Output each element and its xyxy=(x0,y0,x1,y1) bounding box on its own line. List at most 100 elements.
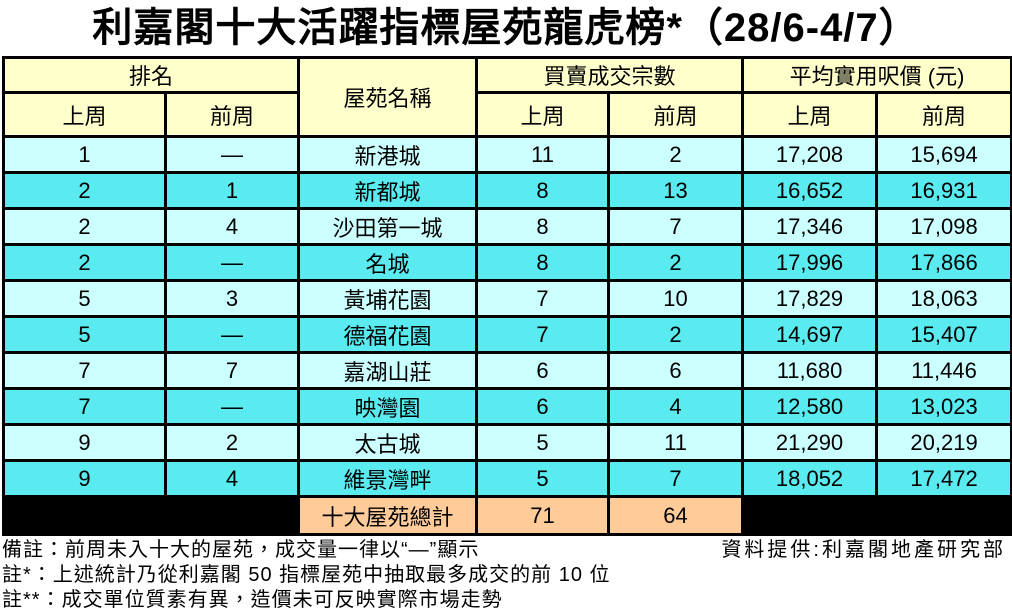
price-prev: 20,219 xyxy=(875,423,1012,462)
header-price-prev-week: 前周 xyxy=(875,91,1012,138)
rank-prev: — xyxy=(163,243,301,282)
table-row: 7 — 映灣園 6 4 12,580 13,023 xyxy=(2,387,1012,426)
ranking-table: 排名 屋苑名稱 買賣成交宗數 平均實用呎價 (元) 上周 前周 上周 前周 上周… xyxy=(1,56,1012,536)
price-last: 14,697 xyxy=(741,315,879,354)
price-prev: 16,931 xyxy=(875,171,1012,210)
header-rank: 排名 xyxy=(1,56,301,94)
rank-last: 5 xyxy=(2,279,167,318)
table-row: 2 — 名城 8 2 17,996 17,866 xyxy=(2,243,1012,282)
price-last: 12,580 xyxy=(741,387,879,426)
estate-name: 太古城 xyxy=(297,423,479,462)
remark-note: 備註：前周未入十大的屋苑，成交量一律以“—”顯示 xyxy=(2,539,480,561)
rank-prev: 7 xyxy=(163,351,301,390)
header-rank-last-week: 上周 xyxy=(2,91,167,138)
tx-prev: 4 xyxy=(607,387,745,426)
tx-last: 11 xyxy=(475,135,611,174)
table-row: 5 3 黃埔花園 7 10 17,829 18,063 xyxy=(2,279,1012,318)
price-last: 18,052 xyxy=(741,459,879,498)
table-header: 排名 屋苑名稱 買賣成交宗數 平均實用呎價 (元) 上周 前周 上周 前周 上周… xyxy=(1,56,1012,138)
price-last: 17,346 xyxy=(741,207,879,246)
header-avg-price: 平均實用呎價 (元) xyxy=(741,56,1012,94)
estate-name: 維景灣畔 xyxy=(297,459,479,498)
tx-last: 8 xyxy=(475,171,611,210)
rank-prev: 4 xyxy=(163,459,301,498)
price-last: 11,680 xyxy=(741,351,879,390)
table-row: 2 4 沙田第一城 8 7 17,346 17,098 xyxy=(2,207,1012,246)
header-estate-name: 屋苑名稱 xyxy=(297,56,479,138)
rank-prev: 4 xyxy=(163,207,301,246)
rank-prev: 1 xyxy=(163,171,301,210)
tx-prev: 13 xyxy=(607,171,745,210)
price-prev: 15,694 xyxy=(875,135,1012,174)
tx-prev: 10 xyxy=(607,279,745,318)
rank-prev: 2 xyxy=(163,423,301,462)
tx-last: 8 xyxy=(475,207,611,246)
rank-last: 2 xyxy=(2,171,167,210)
note-double-star: 註**：成交單位質素有異，造價未可反映實際市場走勢 xyxy=(2,589,503,611)
table-row: 1 — 新港城 11 2 17,208 15,694 xyxy=(2,135,1012,174)
tx-last: 8 xyxy=(475,243,611,282)
rank-last: 9 xyxy=(2,459,167,498)
price-prev: 17,866 xyxy=(875,243,1012,282)
header-transactions: 買賣成交宗數 xyxy=(475,56,745,94)
price-prev: 11,446 xyxy=(875,351,1012,390)
price-prev: 17,098 xyxy=(875,207,1012,246)
rank-prev: — xyxy=(163,387,301,426)
price-last: 17,829 xyxy=(741,279,879,318)
table-row: 7 7 嘉湖山莊 6 6 11,680 11,446 xyxy=(2,351,1012,390)
estate-name: 黃埔花園 xyxy=(297,279,479,318)
estate-name: 新都城 xyxy=(297,171,479,210)
price-prev: 17,472 xyxy=(875,459,1012,498)
tx-prev: 7 xyxy=(607,459,745,498)
rank-last: 7 xyxy=(2,351,167,390)
table-row: 5 — 德福花園 7 2 14,697 15,407 xyxy=(2,315,1012,354)
estate-name: 德福花園 xyxy=(297,315,479,354)
total-filler-left xyxy=(1,495,301,536)
tx-last: 7 xyxy=(475,279,611,318)
header-tx-last-week: 上周 xyxy=(475,91,611,138)
table-total-row: 十大屋苑總計 71 64 xyxy=(1,495,1012,536)
total-tx-last: 71 xyxy=(475,495,611,536)
estate-name: 名城 xyxy=(297,243,479,282)
rank-last: 9 xyxy=(2,423,167,462)
price-last: 17,208 xyxy=(741,135,879,174)
header-tx-prev-week: 前周 xyxy=(607,91,745,138)
rank-prev: — xyxy=(163,135,301,174)
total-label: 十大屋苑總計 xyxy=(297,495,479,536)
total-tx-prev: 64 xyxy=(607,495,745,536)
tx-prev: 2 xyxy=(607,243,745,282)
table-row: 2 1 新都城 8 13 16,652 16,931 xyxy=(2,171,1012,210)
header-rank-prev-week: 前周 xyxy=(163,91,301,138)
page-title: 利嘉閣十大活躍指標屋苑龍虎榜*（28/6-4/7） xyxy=(92,6,920,50)
rank-prev: 3 xyxy=(163,279,301,318)
header-price-last-week: 上周 xyxy=(741,91,879,138)
tx-prev: 2 xyxy=(607,315,745,354)
total-filler-right xyxy=(741,495,1012,536)
rank-last: 2 xyxy=(2,243,167,282)
price-last: 17,996 xyxy=(741,243,879,282)
table-row: 9 2 太古城 5 11 21,290 20,219 xyxy=(2,423,1012,462)
price-prev: 15,407 xyxy=(875,315,1012,354)
tx-last: 7 xyxy=(475,315,611,354)
rank-last: 7 xyxy=(2,387,167,426)
data-source-credit: 資料提供:利嘉閣地產研究部 xyxy=(721,539,1006,561)
tx-prev: 11 xyxy=(607,423,745,462)
estate-name: 嘉湖山莊 xyxy=(297,351,479,390)
tx-last: 6 xyxy=(475,387,611,426)
price-last: 16,652 xyxy=(741,171,879,210)
tx-last: 5 xyxy=(475,459,611,498)
price-prev: 13,023 xyxy=(875,387,1012,426)
estate-name: 新港城 xyxy=(297,135,479,174)
rank-last: 5 xyxy=(2,315,167,354)
tx-last: 5 xyxy=(475,423,611,462)
rank-last: 2 xyxy=(2,207,167,246)
table-row: 9 4 維景灣畔 5 7 18,052 17,472 xyxy=(2,459,1012,498)
rank-prev: — xyxy=(163,315,301,354)
price-last: 21,290 xyxy=(741,423,879,462)
tx-prev: 6 xyxy=(607,351,745,390)
tx-prev: 7 xyxy=(607,207,745,246)
price-prev: 18,063 xyxy=(875,279,1012,318)
footnotes: 備註：前周未入十大的屋苑，成交量一律以“—”顯示 資料提供:利嘉閣地產研究部 註… xyxy=(2,538,1010,612)
rank-last: 1 xyxy=(2,135,167,174)
